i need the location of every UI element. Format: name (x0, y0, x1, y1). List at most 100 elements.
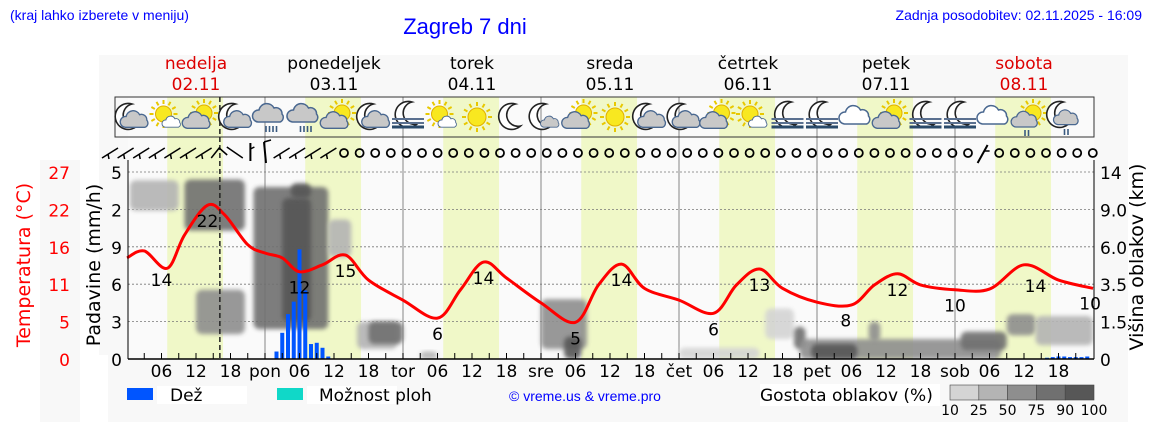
calm-wind-icon (947, 148, 958, 158)
rain-bar (286, 314, 290, 359)
cloud-patch (420, 351, 438, 359)
day-abbr-label: sob (940, 362, 970, 382)
moon-fog-icon (806, 100, 838, 129)
cloud-patch (679, 347, 760, 359)
rain-legend-label: Dež (170, 386, 203, 406)
calm-wind-icon (401, 148, 412, 158)
temp-axis-panel (40, 160, 80, 422)
day-abbr-label: pet (803, 362, 831, 382)
calm-wind-icon (651, 148, 661, 158)
calm-wind-icon (448, 148, 459, 158)
hour-label: 18 (772, 362, 794, 382)
daylight-band (443, 97, 500, 359)
calm-wind-icon (1009, 148, 1020, 158)
day-abbr-label: sre (528, 362, 554, 382)
day-date: 06.11 (724, 75, 773, 95)
moon-icon (497, 102, 524, 131)
colorbar-label: 75 (1027, 403, 1045, 419)
calm-wind-icon (417, 148, 427, 158)
hour-label: 12 (737, 362, 759, 382)
calm-wind-icon (385, 148, 396, 158)
cloud-icon (838, 104, 871, 125)
temperature-tick: 11 (48, 276, 70, 296)
calm-wind-icon (463, 148, 474, 158)
temperature-tick: 16 (48, 239, 70, 259)
temperature-tick: 0 (59, 351, 70, 371)
calm-wind-icon (963, 148, 973, 158)
hour-label: 06 (565, 362, 587, 382)
colorbar-label: 90 (1056, 403, 1074, 419)
colorbar-segment (949, 384, 980, 401)
wind-barb-icon (304, 147, 322, 160)
cloud-patch (564, 336, 582, 359)
hour-label: 12 (461, 362, 483, 382)
cloud-height-tick: 3.5 (1100, 276, 1127, 296)
sun-cloud-icon (181, 99, 218, 129)
hour-label: 18 (496, 362, 518, 382)
rain-bar (326, 356, 331, 359)
rain-bar (309, 344, 313, 359)
rain-bar (274, 351, 279, 359)
moon-cloud-icon (631, 102, 667, 131)
day-name: torek (450, 54, 494, 74)
sun-cloud-icon (561, 99, 598, 129)
sun-small-cloud-icon (736, 100, 768, 128)
precip-tick: 6 (111, 276, 122, 296)
rain-bar (303, 290, 308, 359)
temperature-tick: 22 (48, 201, 70, 221)
cloud-icon (976, 104, 1009, 125)
calm-wind-icon (432, 148, 443, 158)
calm-wind-icon (1087, 148, 1098, 158)
cloud-heatmap (129, 179, 1093, 359)
calm-wind-icon (1041, 148, 1051, 158)
hour-label: 06 (427, 362, 449, 382)
moon-small-cloud-icon (528, 102, 560, 131)
rain-legend-bg (157, 386, 247, 404)
temperature-label: 14 (1025, 277, 1047, 297)
rain-bar (1062, 356, 1067, 359)
hour-label: 18 (910, 362, 932, 382)
day-name: sreda (586, 54, 633, 74)
location-hint[interactable]: (kraj lahko izberete v meniju) (10, 7, 189, 23)
precip-axis-title: Padavine (mm/h) (83, 184, 105, 347)
wind-barb-icon (195, 147, 212, 160)
cloud-density-colorbar: 10 25 50 75 90 100 (941, 384, 1107, 419)
wind-barb-icon (132, 147, 150, 160)
rain-bar (1068, 357, 1072, 359)
rain-cloud-icon (286, 102, 319, 132)
cloud-patch (290, 183, 311, 199)
temperature-label: 6 (708, 320, 719, 340)
wind-barb-icon (273, 147, 290, 160)
hour-label: 12 (875, 362, 897, 382)
calm-wind-icon (713, 148, 724, 158)
day-date: 04.11 (448, 75, 497, 95)
hour-label: 18 (1048, 362, 1070, 382)
temperature-label: 22 (197, 212, 219, 232)
day-name: sobota (995, 54, 1053, 74)
last-update: Zadnja posodobitev: 02.11.2025 - 16:09 (895, 7, 1142, 23)
rain-bar (291, 301, 296, 359)
moon-cloud-drizzle-icon (1045, 100, 1079, 135)
calm-wind-icon (557, 148, 568, 158)
precip-tick: 2 (111, 201, 122, 221)
calm-wind-icon (775, 148, 786, 158)
calm-wind-icon (495, 148, 505, 158)
calm-wind-icon (354, 148, 365, 158)
hour-label: 06 (289, 362, 311, 382)
precip-tick: 9 (111, 239, 122, 259)
sun-icon (462, 102, 492, 132)
day-name: ponedeljek (287, 54, 381, 74)
rain-cloud-icon (251, 102, 284, 132)
copyright-link[interactable]: © vreme.us & vreme.pro (509, 388, 661, 404)
calm-wind-icon (479, 148, 490, 158)
cloud-patch (1006, 314, 1036, 336)
calm-wind-icon (822, 148, 833, 158)
temperature-label: 14 (473, 269, 495, 289)
colorbar-segment (1064, 384, 1095, 401)
cloud-patch (328, 219, 352, 258)
temperature-line (126, 202, 1094, 325)
density-legend-bg (760, 384, 940, 406)
wind-barb-icon (249, 143, 255, 161)
calm-wind-icon (729, 148, 739, 158)
